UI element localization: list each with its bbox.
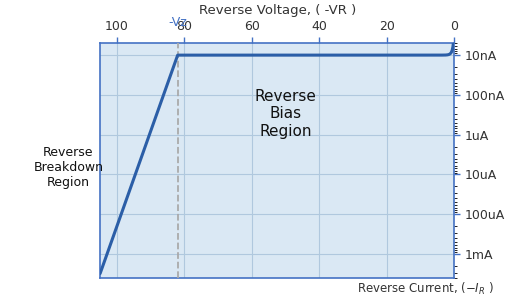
Text: Reverse
Bias
Region: Reverse Bias Region — [254, 89, 317, 139]
Text: -Vz: -Vz — [168, 16, 187, 29]
Text: Reverse Current, $(-I_R\ )$: Reverse Current, $(-I_R\ )$ — [357, 281, 494, 297]
X-axis label: Reverse Voltage, ( -VR ): Reverse Voltage, ( -VR ) — [199, 4, 356, 17]
Text: Reverse
Breakdown
Region: Reverse Breakdown Region — [33, 146, 103, 189]
